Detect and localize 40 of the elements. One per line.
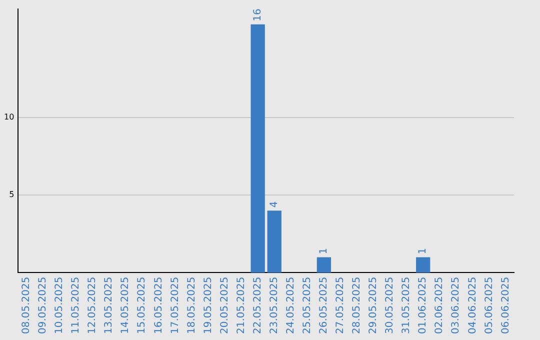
x-tick-label: 23.05.2025 bbox=[268, 276, 280, 334]
x-tick-label: 01.06.2025 bbox=[418, 276, 429, 334]
x-tick-label: 30.05.2025 bbox=[384, 276, 396, 334]
x-tick-label: 20.05.2025 bbox=[219, 276, 230, 334]
y-tick-label: 10 bbox=[4, 112, 14, 122]
data-label: 16 bbox=[252, 8, 264, 22]
x-tick-label: 29.05.2025 bbox=[368, 276, 380, 334]
x-tick-label: 15.05.2025 bbox=[136, 276, 148, 334]
x-tick-label: 10.05.2025 bbox=[54, 276, 66, 334]
x-tick-label: 14.05.2025 bbox=[120, 276, 132, 334]
x-tick-label: 13.05.2025 bbox=[104, 276, 115, 334]
x-tick-label: 12.05.2025 bbox=[87, 276, 98, 334]
x-tick-label: 08.05.2025 bbox=[21, 276, 32, 334]
x-tick-label: 21.05.2025 bbox=[236, 276, 247, 334]
x-tick-label: 28.05.2025 bbox=[352, 276, 363, 334]
data-label: 1 bbox=[418, 248, 429, 254]
x-tick-label: 24.05.2025 bbox=[285, 276, 296, 334]
x-tick-label: 18.05.2025 bbox=[186, 276, 198, 334]
x-tick-label: 26.05.2025 bbox=[318, 276, 330, 334]
x-tick-label: 25.05.2025 bbox=[302, 276, 313, 334]
x-tick-label: 02.06.2025 bbox=[434, 276, 446, 334]
x-tick-label: 03.06.2025 bbox=[450, 276, 462, 334]
x-tick-label: 16.05.2025 bbox=[153, 276, 164, 334]
x-tick-label: 09.05.2025 bbox=[38, 276, 49, 334]
x-tick-label: 04.06.2025 bbox=[467, 276, 478, 334]
data-label: 1 bbox=[318, 248, 330, 254]
bar bbox=[316, 257, 331, 273]
x-tick-label: 19.05.2025 bbox=[202, 276, 214, 334]
x-tick-label: 06.06.2025 bbox=[500, 276, 512, 334]
bar bbox=[250, 24, 265, 273]
x-tick-label: 27.05.2025 bbox=[335, 276, 346, 334]
y-tick-label: 5 bbox=[9, 190, 14, 200]
data-label: 4 bbox=[268, 201, 280, 208]
bar bbox=[416, 257, 430, 273]
x-tick-label: 11.05.2025 bbox=[70, 276, 82, 334]
x-tick-label: 05.06.2025 bbox=[484, 276, 495, 334]
x-tick-label: 22.05.2025 bbox=[252, 276, 264, 334]
x-tick-label: 17.05.2025 bbox=[170, 276, 181, 334]
x-tick-label: 31.05.2025 bbox=[401, 276, 412, 334]
bar bbox=[267, 210, 282, 273]
